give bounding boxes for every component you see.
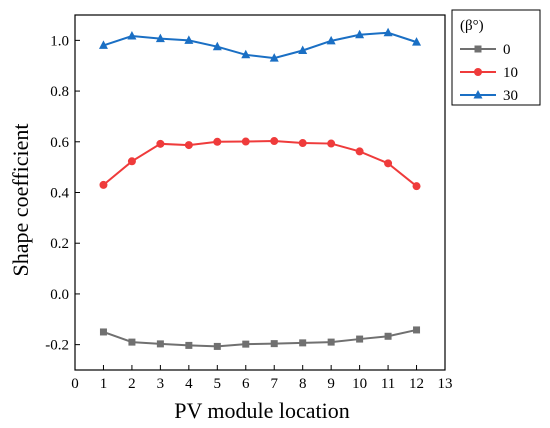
x-tick-label: 9 (327, 376, 335, 392)
x-tick-label: 1 (100, 376, 108, 392)
legend-marker (473, 90, 483, 99)
data-point (98, 40, 108, 49)
data-point (127, 157, 136, 166)
x-tick-label: 12 (409, 376, 424, 392)
x-tick-label: 0 (71, 376, 79, 392)
y-tick-label: 1.0 (50, 33, 69, 49)
data-point (355, 29, 365, 39)
data-point (270, 137, 279, 146)
data-point (384, 159, 393, 168)
y-axis: -0.2 0.0 0.2 0.4 0.6 0.8 1.0 (45, 33, 80, 354)
data-point (184, 141, 193, 150)
y-tick-label: 0.8 (50, 84, 69, 100)
data-point (212, 41, 222, 51)
data-point (156, 139, 165, 148)
data-point (155, 33, 165, 43)
data-point (127, 31, 137, 40)
plot-border (74, 14, 446, 371)
data-point (355, 147, 364, 156)
series-30 (98, 27, 422, 62)
data-point (356, 335, 364, 343)
series-layer (98, 27, 422, 350)
x-tick-label: 11 (381, 376, 395, 392)
data-point (213, 137, 222, 146)
data-point (242, 340, 250, 348)
series-0 (99, 326, 421, 350)
data-point (327, 338, 335, 346)
x-tick-label: 10 (352, 376, 367, 392)
data-point (270, 340, 278, 348)
y-tick-label: 0.4 (50, 186, 69, 202)
x-tick-label: 5 (214, 376, 222, 392)
data-point (298, 45, 308, 54)
series-10 (99, 137, 421, 191)
x-tick-label: 4 (185, 376, 193, 392)
legend: (β°) 0 10 30 (451, 9, 541, 106)
legend-label: 0 (503, 42, 511, 58)
legend-item-30: 30 (460, 88, 518, 104)
data-point (156, 340, 164, 348)
data-point (269, 53, 279, 62)
x-tick-label: 13 (438, 376, 453, 392)
legend-item-10: 10 (460, 65, 518, 81)
data-point (326, 35, 336, 45)
data-point (185, 341, 193, 349)
data-point (99, 180, 108, 189)
y-tick-label: 0.2 (50, 236, 69, 252)
x-axis-title: PV module location (174, 398, 350, 423)
series-line (103, 328, 417, 348)
data-point (383, 27, 393, 37)
data-point (384, 332, 392, 340)
data-point (299, 339, 307, 347)
data-point (241, 49, 251, 59)
y-tick-label: 0.6 (50, 135, 69, 151)
data-point (213, 342, 221, 350)
x-tick-label: 6 (242, 376, 250, 392)
legend-label: 30 (503, 88, 518, 104)
legend-box (451, 9, 541, 106)
data-point (412, 182, 421, 191)
x-axis: 0 1 2 3 4 5 6 7 8 9 10 11 12 13 (71, 365, 453, 392)
plot-area (74, 14, 446, 371)
x-tick-label: 8 (299, 376, 307, 392)
data-point (99, 328, 107, 336)
data-point (241, 137, 250, 146)
legend-title: (β°) (460, 18, 484, 34)
data-point (128, 338, 136, 346)
data-point (327, 139, 336, 148)
series-line (103, 31, 417, 60)
data-point (184, 35, 194, 44)
legend-marker (474, 45, 482, 53)
data-point (412, 37, 422, 46)
x-tick-label: 2 (128, 376, 136, 392)
legend-item-0: 0 (460, 42, 511, 58)
data-point (413, 326, 421, 334)
series-line (102, 140, 418, 187)
x-tick-label: 7 (270, 376, 278, 392)
legend-marker (474, 68, 482, 76)
legend-label: 10 (503, 65, 518, 81)
y-axis-title: Shape coefficient (8, 124, 33, 277)
data-point (298, 139, 307, 148)
x-tick-label: 3 (157, 376, 165, 392)
y-tick-label: -0.2 (45, 338, 69, 354)
y-tick-label: 0.0 (50, 287, 69, 303)
